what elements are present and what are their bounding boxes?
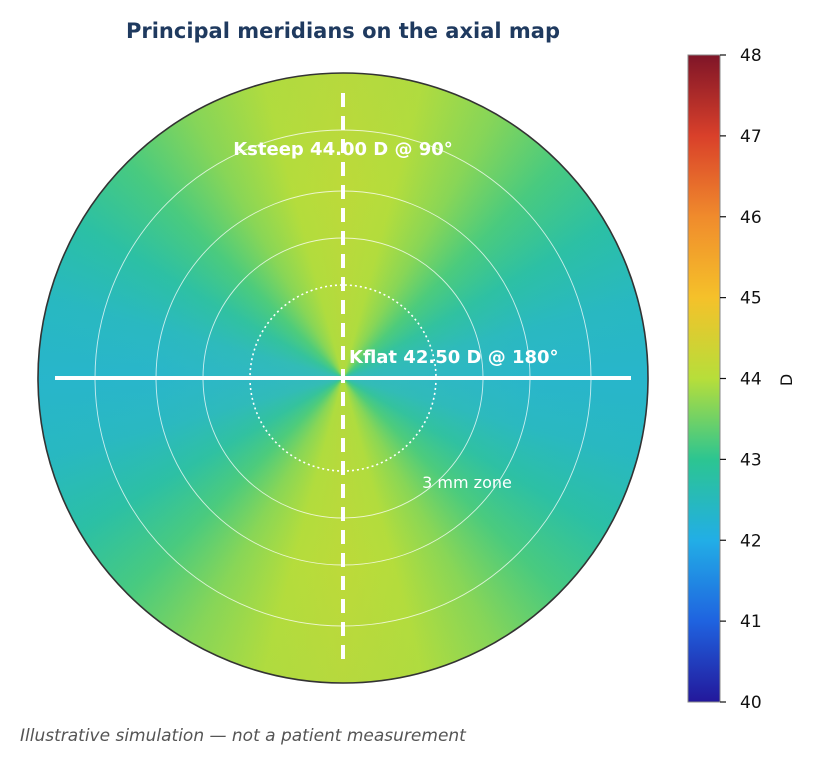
colorbar-tick-label: 40 [740,693,762,713]
colorbar-tick-label: 44 [740,370,762,390]
colorbar: 40 41 42 43 44 45 46 47 48 D [687,46,796,713]
colorbar-tick-label: 42 [740,531,762,551]
map-outline [37,72,649,684]
colorbar-tick-label: 47 [740,127,762,147]
colorbar-tick-label: 41 [740,612,762,632]
kflat-label: Kflat 42.50 D @ 180° [349,347,559,368]
colorbar-tick-label: 46 [740,208,762,228]
colorbar-gradient [687,54,721,703]
axial-map: Ksteep 44.00 D @ 90° Kflat 42.50 D @ 180… [37,72,649,684]
footnote: Illustrative simulation — not a patient … [20,726,467,746]
colorbar-ticks: 40 41 42 43 44 45 46 47 48 [720,46,762,713]
colorbar-tick-label: 43 [740,450,762,470]
ksteep-label: Ksteep 44.00 D @ 90° [233,139,453,160]
colorbar-tick-label: 45 [740,289,762,309]
colorbar-label: D [777,374,796,386]
chart-title: Principal meridians on the axial map [126,19,560,43]
zone-label: 3 mm zone [422,473,512,492]
colorbar-tick-label: 48 [740,46,762,66]
